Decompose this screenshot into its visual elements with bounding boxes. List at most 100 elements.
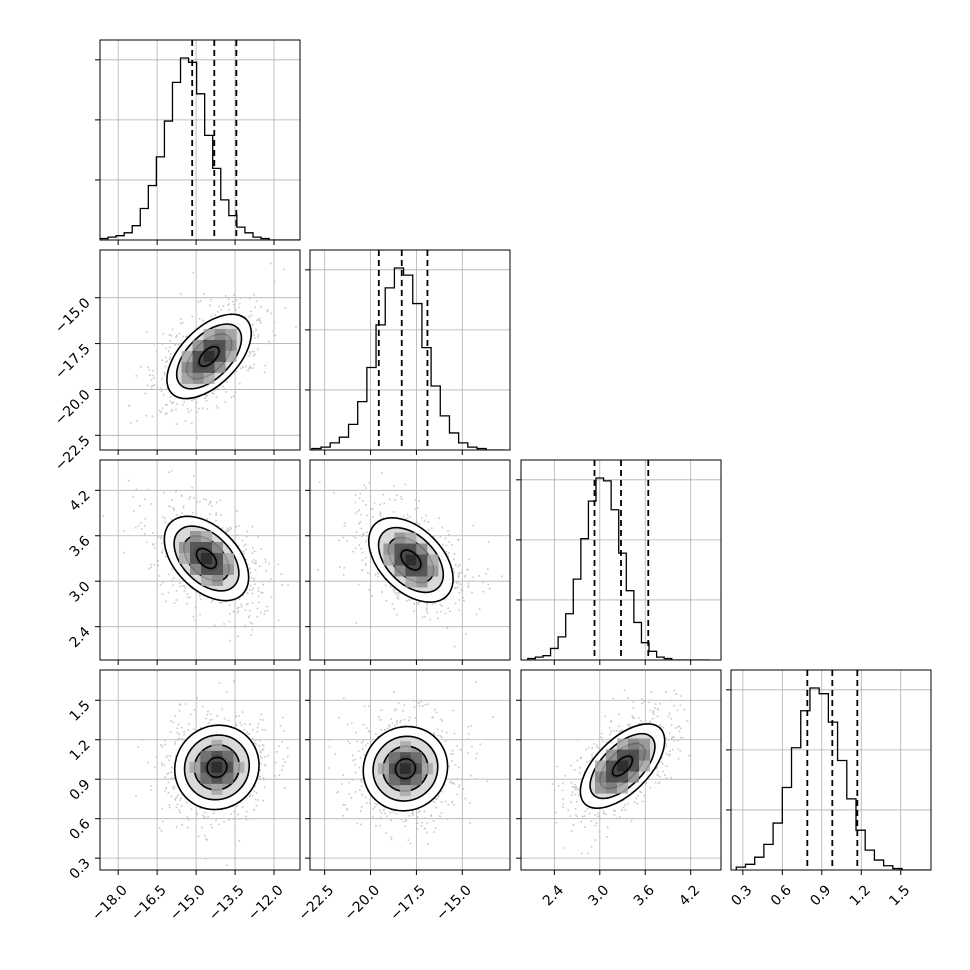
x-tick-label: 0.3 — [728, 882, 755, 909]
pair-panel-2-3 — [520, 669, 722, 871]
pair-panel-0-1 — [99, 249, 301, 451]
density-pixel — [617, 782, 629, 794]
density-contour-inner — [394, 757, 417, 780]
density-pixel — [388, 752, 400, 764]
x-tick-label: −12.0 — [245, 882, 287, 924]
density-pixel — [211, 552, 223, 564]
density-pixel — [200, 563, 212, 575]
pair-content — [310, 460, 510, 660]
panel-frame — [99, 249, 301, 451]
y-tick-label: 3.6 — [67, 533, 94, 560]
density-pixel — [225, 328, 237, 340]
density-pixel — [200, 552, 212, 564]
y-tick-label: 2.4 — [67, 624, 94, 651]
density-pixel — [639, 760, 651, 772]
density-pixel — [399, 763, 411, 775]
panel-frame — [99, 39, 301, 241]
density-pixel — [178, 552, 190, 564]
density-pixel — [405, 543, 417, 555]
density-pixel — [628, 738, 640, 750]
density-pixel — [203, 350, 215, 362]
density-pixel — [383, 554, 395, 566]
density-pixel — [200, 750, 212, 762]
density-pixel — [181, 361, 193, 373]
density-pixel — [628, 749, 640, 761]
x-tick-label: −22.5 — [296, 882, 338, 924]
density-pixel — [222, 750, 234, 762]
x-tick-label: 3.0 — [585, 882, 612, 909]
marginal-panel-1 — [305, 249, 511, 451]
density-pixel — [225, 339, 237, 351]
density-pixel — [595, 760, 607, 772]
density-pixel — [595, 771, 607, 783]
density-pixel — [200, 772, 212, 784]
marginal-panel-3 — [726, 669, 932, 871]
density-pixel — [399, 785, 411, 797]
pair-content — [100, 460, 300, 660]
density-pixel — [606, 749, 618, 761]
density-pixel — [233, 761, 245, 773]
x-tick-label: 3.6 — [631, 882, 658, 909]
x-tick-label: −15.0 — [433, 882, 475, 924]
density-pixel — [189, 541, 201, 553]
density-pixel — [192, 361, 204, 373]
density-pixel — [214, 328, 226, 340]
y-tick-label: −15.0 — [52, 295, 94, 337]
x-tick-label: 2.4 — [540, 882, 567, 909]
density-pixel — [200, 541, 212, 553]
density-pixel — [200, 761, 212, 773]
density-pixel — [606, 782, 618, 794]
density-pixel — [225, 350, 237, 362]
histogram-step — [311, 267, 505, 450]
density-pixel — [383, 543, 395, 555]
y-tick-label: 1.5 — [67, 698, 94, 725]
y-tick-label: 1.2 — [67, 737, 94, 764]
y-tick-label: 4.2 — [67, 488, 94, 515]
x-tick-label: 1.2 — [847, 882, 874, 909]
density-pixel — [211, 761, 223, 773]
x-tick-label: −20.0 — [342, 882, 384, 924]
density-pixel — [178, 541, 190, 553]
x-tick-label: 0.9 — [807, 882, 834, 909]
y-tick-label: 3.0 — [67, 579, 94, 606]
density-pixel — [388, 774, 400, 786]
density-pixel — [192, 350, 204, 362]
density-pixel — [200, 574, 212, 586]
density-pixel — [214, 350, 226, 362]
histogram-step — [735, 687, 930, 870]
pair-panel-0-2 — [99, 459, 301, 661]
y-tick-label: −22.5 — [52, 433, 94, 475]
density-contour-inner — [195, 547, 218, 570]
panel-frame — [309, 669, 511, 871]
panel-frame — [309, 249, 511, 451]
density-pixel — [639, 749, 651, 761]
y-tick-label: −20.0 — [52, 387, 94, 429]
density-pixel — [416, 576, 428, 588]
density-pixel — [211, 574, 223, 586]
density-pixel — [189, 563, 201, 575]
density-pixel — [181, 372, 193, 384]
density-pixel — [416, 543, 428, 555]
density-pixel — [222, 761, 234, 773]
density-contour-inner — [198, 345, 220, 368]
density-pixel — [405, 532, 417, 544]
histogram-step — [100, 57, 300, 240]
density-pixel — [410, 752, 422, 764]
density-pixel — [405, 565, 417, 577]
x-tick-label: 1.5 — [886, 882, 913, 909]
density-pixel — [222, 772, 234, 784]
density-pixel — [416, 554, 428, 566]
pair-panel-1-3 — [309, 669, 511, 871]
x-tick-label: −16.5 — [128, 882, 170, 924]
density-pixel — [427, 554, 439, 566]
density-pixel — [394, 554, 406, 566]
density-pixel — [628, 771, 640, 783]
pair-panel-0-3 — [99, 669, 301, 871]
density-pixel — [203, 372, 215, 384]
y-tick-label: −17.5 — [52, 341, 94, 383]
density-pixel — [211, 739, 223, 751]
density-pixel — [200, 530, 212, 542]
x-tick-label: 0.6 — [768, 882, 795, 909]
density-pixel — [222, 563, 234, 575]
